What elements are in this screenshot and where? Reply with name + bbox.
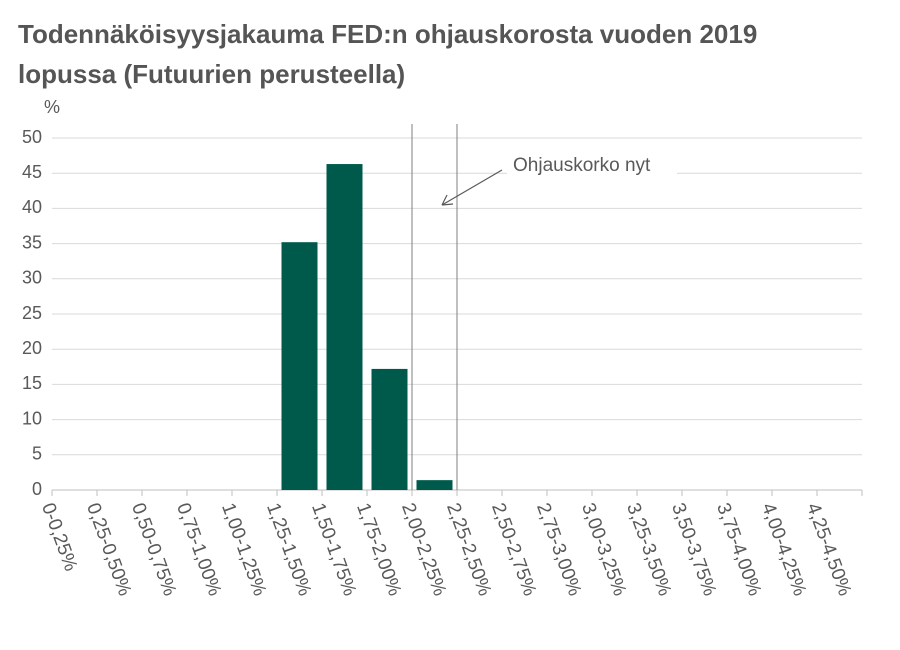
x-tick-label: 0,25-0,50% [82,500,135,599]
x-tick-label: 3,75-4,00% [712,500,765,599]
y-tick-label: 35 [22,232,42,252]
y-tick-label: 25 [22,303,42,323]
x-tick-label: 1,50-1,75% [307,500,360,599]
bar [371,368,408,490]
bar [326,164,363,490]
y-tick-label: 0 [32,479,42,499]
bar [281,242,318,490]
x-tick-label: 1,25-1,50% [262,500,315,599]
y-tick-label: 40 [22,197,42,217]
y-tick-label: 50 [22,127,42,147]
chart-title: Todennäköisyysjakauma FED:n ohjauskorost… [18,19,758,89]
y-tick-label: 15 [22,373,42,393]
x-tick-label: 0,50-0,75% [127,500,180,599]
x-tick-label: 2,50-2,75% [487,500,540,599]
x-tick-label: 1,75-2,00% [352,500,405,599]
y-tick-label: 30 [22,268,42,288]
x-tick-label: 3,25-3,50% [622,500,675,599]
y-axis-label: % [44,97,60,117]
annotation: Ohjauskorko nyt [513,155,651,176]
x-tick-label: 0,75-1,00% [172,500,225,599]
y-tick-label: 20 [22,338,42,358]
x-tick-label: 3,00-3,25% [577,500,630,599]
x-tick-label: 1,00-1,25% [217,500,270,599]
annotation-arrowhead [441,194,454,206]
annotation-bg [507,150,677,182]
x-tick-label: 0-0,25% [37,500,81,574]
annotation-arrow [441,169,503,206]
y-tick-label: 10 [22,408,42,428]
bar [416,480,453,490]
x-tick-label: 2,75-3,00% [532,500,585,599]
x-tick-label: 4,25-4,50% [802,500,855,599]
y-tick-label: 45 [22,162,42,182]
y-tick-label: 5 [32,444,42,464]
x-tick-label: 2,00-2,25% [397,500,450,599]
x-tick-label: 3,50-3,75% [667,500,720,599]
x-tick-label: 2,25-2,50% [442,500,495,599]
x-tick-label: 4,00-4,25% [757,500,810,599]
